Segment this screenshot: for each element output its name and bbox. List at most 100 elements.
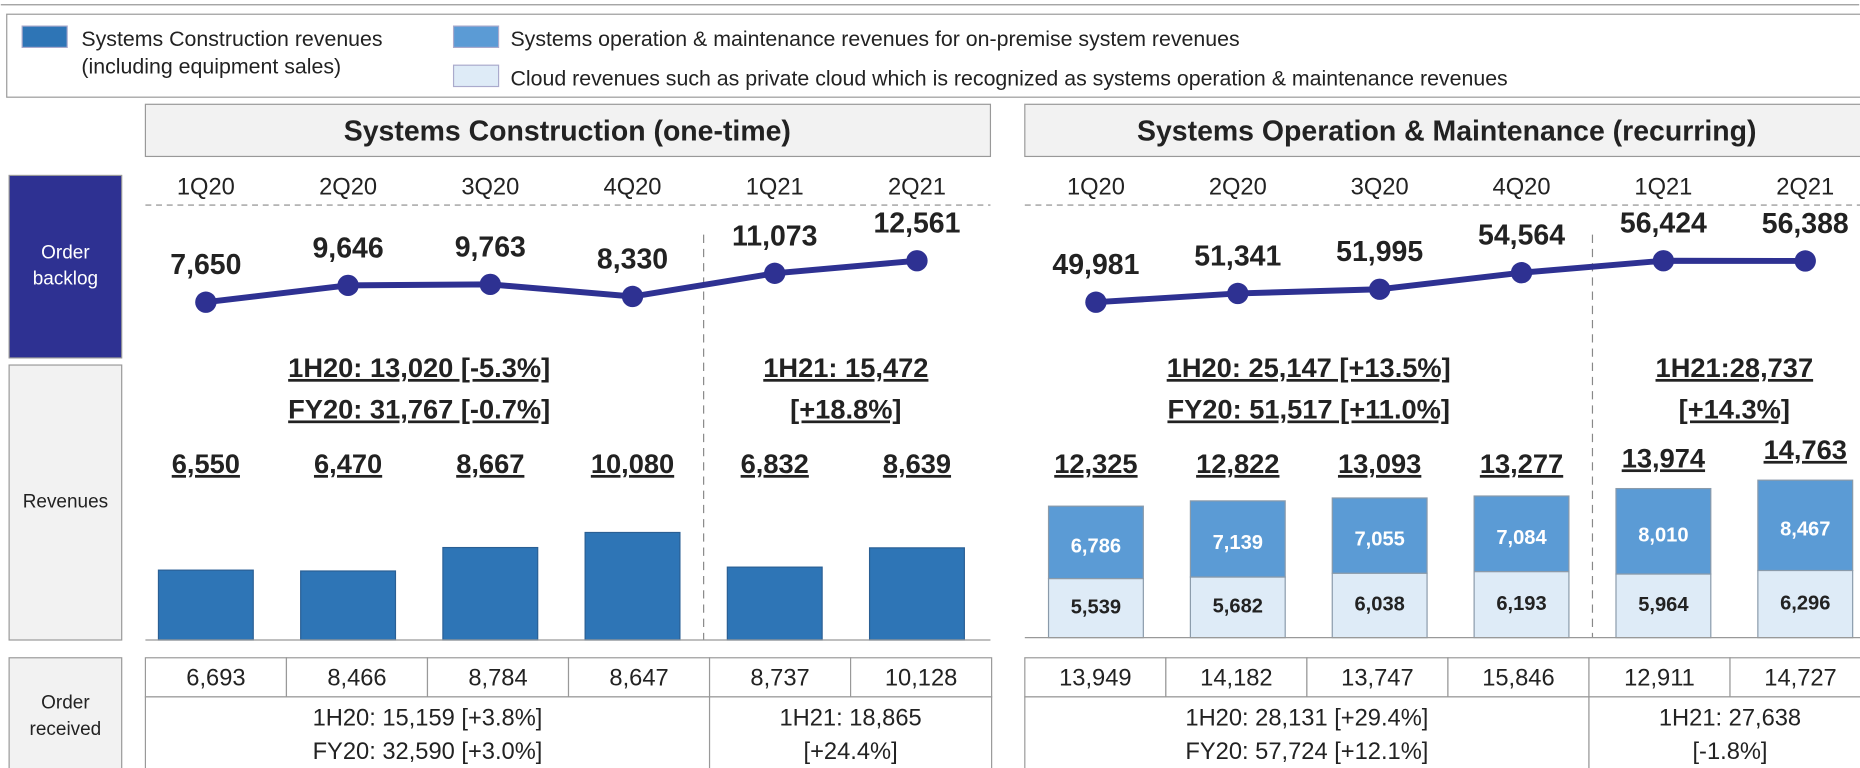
category-label: 1Q20: [1067, 175, 1125, 201]
order-summary: FY20: 57,724 [+12.1%]: [1185, 739, 1428, 765]
segment-label: 5,539: [1071, 596, 1121, 618]
revenue-segment: [1473, 570, 1570, 639]
order-value: 10,128: [885, 665, 957, 691]
segment-label: 6,038: [1354, 594, 1404, 616]
row-label-box: [8, 174, 123, 359]
revenue-bar: [868, 547, 965, 641]
backlog-point: [1227, 282, 1249, 305]
backlog-label: 51,341: [1194, 240, 1281, 272]
order-value: 15,846: [1482, 665, 1554, 691]
segment-label: 8,010: [1638, 524, 1688, 546]
revenue-bar: [300, 570, 397, 641]
revenue-segment: [1331, 572, 1428, 639]
category-label: 1Q21: [1634, 175, 1692, 201]
revenue-segment: [1615, 487, 1712, 575]
row-label-box: [8, 657, 123, 768]
revenue-segment: [1189, 576, 1286, 639]
revenue-summary: 1H20: 13,020 [-5.3%]: [288, 352, 550, 383]
legend-box: [6, 13, 1860, 98]
revenue-total: 8,639: [883, 448, 951, 479]
backlog-label: 7,650: [170, 249, 241, 281]
revenue-total: 13,277: [1480, 448, 1563, 479]
panel-title: Systems Operation & Maintenance (recurri…: [1137, 115, 1756, 147]
revenue-segment: [1615, 573, 1712, 639]
order-value: 13,949: [1059, 665, 1131, 691]
revenue-bar: [584, 531, 681, 641]
backlog-label: 12,561: [873, 208, 960, 240]
order-value: 14,182: [1200, 665, 1272, 691]
revenue-total: 13,093: [1338, 448, 1421, 479]
revenue-summary: 1H20: 25,147 [+13.5%]: [1167, 352, 1451, 383]
order-value: 6,693: [186, 665, 245, 691]
backlog-point: [1652, 250, 1675, 272]
legend-swatch: [452, 64, 500, 88]
revenue-segment: [1757, 569, 1854, 639]
segment-label: 6,786: [1071, 535, 1121, 557]
backlog-line: [205, 257, 918, 306]
legend-label-box: Systems Construction revenues (including…: [81, 27, 382, 78]
backlog-label: 11,073: [732, 220, 817, 252]
category-label: 2Q20: [319, 175, 377, 201]
backlog-label: 54,564: [1478, 220, 1565, 252]
order-summary-cell: [1588, 696, 1860, 768]
panel-header: [144, 103, 992, 158]
backlog-point: [1085, 291, 1107, 313]
backlog-point: [479, 273, 501, 296]
row-label-box: Order received: [29, 693, 102, 740]
order-value: 13,747: [1341, 665, 1413, 691]
row-label: Order received: [29, 693, 102, 740]
order-summary: 1H20: 15,159 [+3.8%]: [313, 706, 543, 732]
segment-label: 7,084: [1496, 527, 1547, 549]
backlog-label: 49,981: [1052, 249, 1139, 281]
segment-label: 8,467: [1780, 518, 1830, 540]
revenue-summary: [+18.8%]: [790, 393, 901, 424]
category-label: 2Q21: [888, 175, 946, 201]
backlog-label: 9,646: [312, 232, 383, 264]
order-cell: [1024, 657, 1167, 698]
category-label: 3Q20: [1351, 175, 1409, 201]
order-summary: 1H21: 27,638: [1659, 706, 1801, 732]
legend-label: Systems operation & maintenance revenues…: [510, 27, 1240, 51]
category-label: 1Q21: [746, 175, 804, 201]
revenue-segment: [1331, 497, 1428, 574]
order-value: 8,737: [750, 665, 809, 691]
row-label-box: Order backlog: [32, 242, 99, 290]
row-label: Revenues: [22, 491, 109, 512]
panel-title: Systems Construction (one-time): [344, 115, 791, 147]
backlog-label: 9,763: [455, 231, 526, 263]
revenue-total: 6,832: [741, 448, 809, 479]
category-label: 1Q20: [177, 175, 235, 201]
revenue-total: 13,974: [1622, 442, 1706, 473]
legend-label: Cloud revenues such as private cloud whi…: [510, 66, 1508, 91]
backlog-label: 56,424: [1620, 208, 1707, 240]
backlog-point: [1510, 262, 1533, 284]
segment-label: 5,964: [1638, 594, 1689, 616]
backlog-point: [195, 291, 217, 313]
category-label: 4Q20: [1493, 175, 1551, 201]
segment-label: 5,682: [1213, 596, 1263, 618]
segment-label: 6,296: [1780, 592, 1830, 614]
revenue-bar: [726, 566, 823, 641]
row-label: Order backlog: [32, 242, 99, 290]
category-label: 3Q20: [461, 175, 519, 201]
order-summary: [-1.8%]: [1692, 739, 1767, 765]
backlog-point: [1368, 278, 1391, 300]
order-value: 8,466: [327, 665, 386, 691]
revenue-bar: [157, 569, 254, 641]
revenue-total: 6,550: [172, 448, 240, 479]
order-summary-cell: [144, 696, 711, 768]
backlog-line: [1095, 257, 1806, 306]
category-label: 2Q21: [1776, 175, 1834, 201]
revenue-segment: [1047, 505, 1144, 580]
revenue-segment: [1473, 495, 1570, 573]
revenue-summary: FY20: 31,767 [-0.7%]: [288, 393, 550, 424]
backlog-point: [337, 274, 359, 297]
backlog-point: [621, 285, 644, 308]
category-label: 2Q20: [1209, 175, 1267, 201]
revenue-total: 12,822: [1196, 448, 1279, 479]
revenue-total: 14,763: [1764, 434, 1847, 465]
revenue-summary: 1H21: 15,472: [763, 352, 928, 383]
revenue-summary: FY20: 51,517 [+11.0%]: [1167, 393, 1450, 424]
